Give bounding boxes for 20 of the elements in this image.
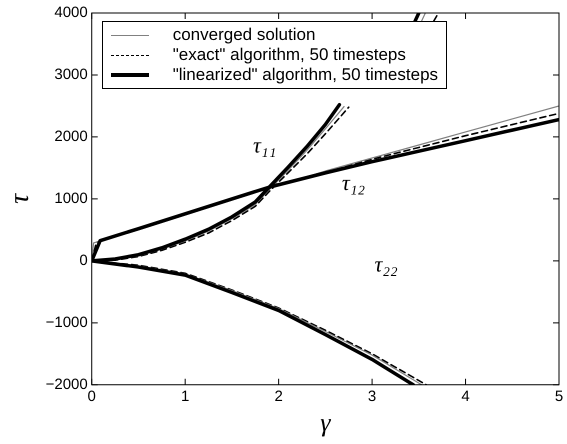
- y-tick-label: −2000: [46, 376, 88, 393]
- x-axis-title: γ: [320, 408, 332, 438]
- y-tick-label: 0: [79, 252, 88, 270]
- x-tick-label: 2: [274, 388, 283, 405]
- annotation: τ₁₂: [342, 170, 366, 195]
- x-tick-label: 3: [368, 388, 376, 405]
- annotation: τ₂₂: [374, 252, 398, 277]
- y-tick-label: 1000: [54, 190, 88, 208]
- y-tick-label: 3000: [54, 66, 88, 84]
- x-tick-label: 4: [461, 388, 470, 405]
- x-tick-label: 5: [554, 388, 564, 405]
- legend-label: converged solution: [172, 25, 316, 45]
- y-axis-title: τ: [4, 192, 36, 204]
- y-tick-label: −1000: [46, 314, 88, 331]
- legend-label: "exact" algorithm, 50 timesteps: [172, 45, 406, 65]
- legend-label: "linearized" algorithm, 50 timesteps: [172, 65, 438, 85]
- y-tick-label: 2000: [54, 128, 88, 146]
- y-tick-label: 4000: [54, 4, 88, 22]
- annotation: τ₁₁: [253, 132, 276, 158]
- x-tick-label: 1: [181, 388, 190, 405]
